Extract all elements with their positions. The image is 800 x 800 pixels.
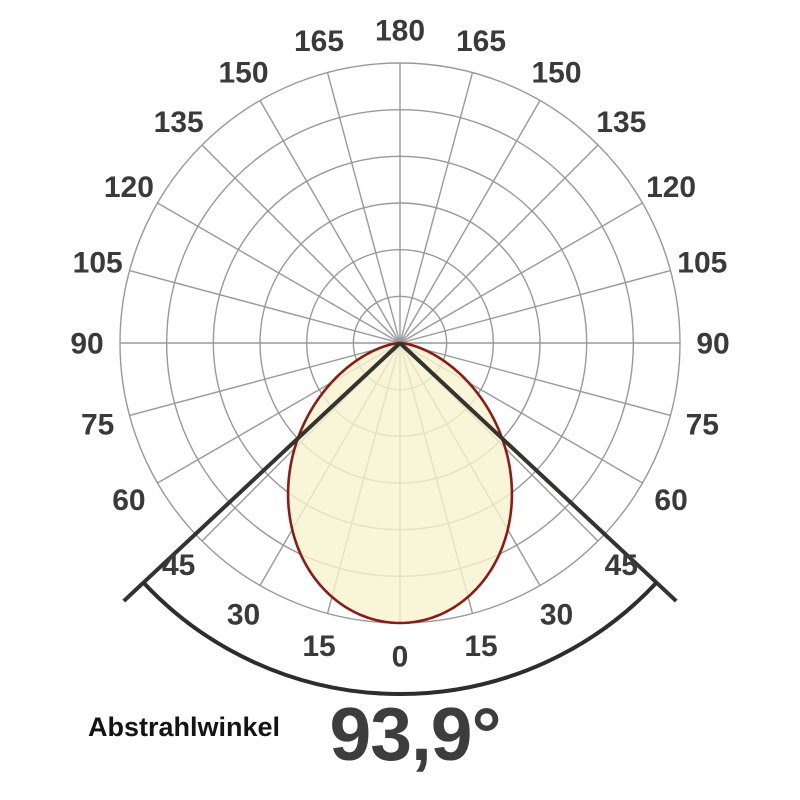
polar-grid-spoke <box>129 342 401 417</box>
angle-label: 15 <box>464 630 497 663</box>
angle-label: 150 <box>531 56 581 89</box>
angle-label: 45 <box>162 549 195 582</box>
polar-grid-spoke <box>259 100 401 344</box>
angle-label: 150 <box>218 56 268 89</box>
angle-label: 75 <box>81 409 114 442</box>
beam-angle-arc <box>142 581 658 696</box>
angle-label: 30 <box>540 599 573 632</box>
polar-grid-spoke <box>399 144 599 344</box>
angle-label: 60 <box>654 484 687 517</box>
polar-grid-spoke <box>399 72 474 344</box>
polar-grid-spoke <box>129 269 401 344</box>
angle-label: 90 <box>696 328 729 361</box>
polar-grid-spoke <box>399 269 671 344</box>
polar-grid-spoke <box>326 72 401 344</box>
beam-angle-value: 93,9° <box>329 692 502 776</box>
angle-label: 165 <box>456 25 506 58</box>
angle-label: 90 <box>70 328 103 361</box>
polar-grid-spoke <box>201 144 401 344</box>
beam-angle-caption: Abstrahlwinkel <box>88 712 281 742</box>
angle-label: 0 <box>392 641 409 674</box>
angle-label: 120 <box>104 171 154 204</box>
angle-label: 120 <box>646 171 696 204</box>
angle-label: 135 <box>596 106 646 139</box>
angle-label: 30 <box>227 599 260 632</box>
polar-grid-spoke <box>399 100 541 344</box>
angle-label: 15 <box>302 630 335 663</box>
polar-grid-spoke <box>399 342 671 417</box>
angle-label: 45 <box>605 549 638 582</box>
angle-label: 135 <box>154 106 204 139</box>
angle-label: 60 <box>112 484 145 517</box>
beam-angle-line-right <box>398 341 678 603</box>
angle-label: 180 <box>375 15 425 48</box>
polar-grid-spoke <box>157 202 401 344</box>
intensity-lobe-outline <box>286 341 514 625</box>
angle-label: 165 <box>294 25 344 58</box>
angle-label: 105 <box>73 247 123 280</box>
polar-grid-spoke <box>399 202 643 344</box>
intensity-lobe-fill <box>288 343 512 623</box>
beam-angle-line-left <box>122 341 402 603</box>
angle-label: 105 <box>677 247 727 280</box>
angle-label: 75 <box>686 409 719 442</box>
